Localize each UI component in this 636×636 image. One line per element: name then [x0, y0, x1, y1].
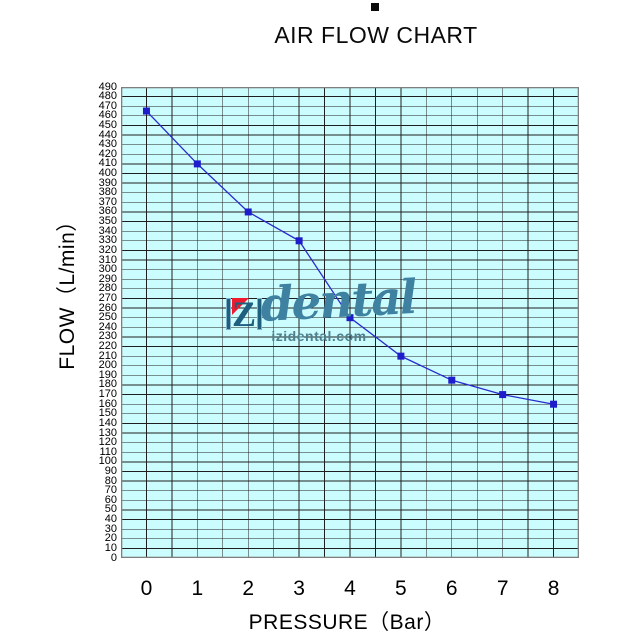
- data-point-marker: [448, 376, 456, 384]
- y-tick-label: 180: [98, 378, 117, 391]
- logo-letter: Z: [231, 294, 256, 334]
- y-tick-label: 250: [98, 311, 117, 324]
- x-tick-label: 8: [547, 577, 560, 600]
- y-tick-label: 280: [98, 282, 117, 295]
- y-tick-label: 90: [104, 464, 117, 477]
- y-tick-label: 160: [98, 397, 117, 410]
- watermark: Z dental izidental.com: [226, 270, 426, 344]
- y-tick-label: 390: [98, 176, 117, 189]
- y-tick-label: 410: [98, 157, 117, 170]
- y-tick-label: 460: [98, 109, 117, 122]
- y-tick-label: 130: [98, 426, 117, 439]
- bullet-square-icon: [371, 3, 379, 11]
- x-axis-tick-labels: 0 1 2 3 4 5 6 7 8: [121, 577, 579, 603]
- x-tick-label: 4: [344, 577, 356, 600]
- data-point-marker: [244, 208, 252, 216]
- y-tick-label: 240: [98, 320, 117, 333]
- watermark-brand-row: Z dental: [226, 270, 426, 333]
- data-point-marker: [193, 160, 201, 168]
- y-tick-label: 170: [98, 388, 117, 401]
- data-point-marker: [499, 391, 507, 399]
- y-tick-label: 320: [98, 243, 117, 256]
- x-tick-label: 6: [445, 577, 458, 600]
- data-point-marker: [142, 107, 150, 115]
- y-tick-label: 50: [104, 503, 117, 516]
- y-tick-label: 490: [98, 80, 117, 93]
- data-point-marker: [550, 400, 558, 408]
- y-tick-label: 380: [98, 186, 117, 199]
- y-tick-label: 220: [98, 340, 117, 353]
- chart-title: AIR FLOW CHART: [274, 22, 478, 48]
- y-tick-label: 30: [104, 522, 117, 535]
- x-tick-label: 2: [242, 577, 255, 600]
- y-tick-label: 70: [104, 484, 117, 497]
- y-tick-label: 110: [99, 445, 117, 458]
- y-tick-label: 0: [110, 551, 117, 564]
- x-axis-title: PRESSURE（Bar）: [248, 611, 446, 634]
- y-tick-label: 400: [98, 167, 117, 179]
- y-tick-label: 430: [98, 138, 117, 151]
- y-tick-label: 140: [98, 416, 117, 429]
- y-tick-label: 120: [98, 436, 117, 449]
- y-tick-label: 230: [98, 330, 117, 343]
- y-tick-label: 60: [104, 493, 117, 506]
- y-tick-label: 190: [98, 368, 117, 381]
- data-point-marker: [295, 237, 303, 245]
- y-tick-label: 420: [98, 147, 117, 160]
- flow-pressure-line-chart: [121, 87, 579, 558]
- y-tick-label: 260: [98, 301, 117, 314]
- y-tick-label: 20: [104, 532, 117, 545]
- x-tick-label: 5: [395, 577, 407, 600]
- y-tick-label: 300: [98, 263, 117, 276]
- y-tick-label: 310: [98, 253, 117, 266]
- y-tick-label: 290: [98, 272, 117, 285]
- plot-border: [121, 87, 579, 558]
- izidental-logo-icon: Z: [226, 296, 262, 332]
- y-tick-label: 450: [98, 118, 117, 131]
- data-point-marker: [397, 352, 405, 360]
- y-tick-label: 80: [104, 474, 117, 487]
- x-tick-label: 0: [140, 577, 153, 600]
- logo-right-bar: [257, 298, 262, 330]
- y-tick-label: 200: [98, 359, 117, 372]
- watermark-brand-script: dental: [259, 269, 417, 333]
- y-tick-label: 480: [98, 90, 117, 103]
- y-axis-tick-labels: 490 480 470 460 450 440 430 420 410 400 390 380 370 3…: [74, 81, 117, 563]
- y-tick-label: 150: [98, 407, 117, 420]
- data-point-marker: [346, 314, 354, 322]
- plot-area: [121, 87, 579, 558]
- y-tick-label: 270: [98, 291, 117, 304]
- y-tick-label: 330: [98, 234, 117, 247]
- x-tick-label: 7: [496, 577, 509, 600]
- y-tick-label: 210: [98, 349, 117, 362]
- x-tick-label: 1: [191, 577, 204, 600]
- y-tick-label: 440: [98, 128, 117, 141]
- logo-left-bar: [226, 298, 231, 330]
- y-tick-label: 370: [98, 195, 117, 208]
- y-tick-label: 350: [98, 215, 117, 228]
- y-tick-label: 100: [98, 455, 117, 468]
- y-tick-label: 10: [104, 541, 117, 554]
- y-tick-label: 40: [104, 513, 117, 526]
- x-tick-label: 3: [293, 577, 305, 600]
- watermark-site-url: izidental.com: [271, 328, 367, 344]
- y-tick-label: 340: [98, 224, 117, 237]
- y-tick-label: 360: [98, 205, 117, 218]
- y-tick-label: 470: [98, 99, 117, 112]
